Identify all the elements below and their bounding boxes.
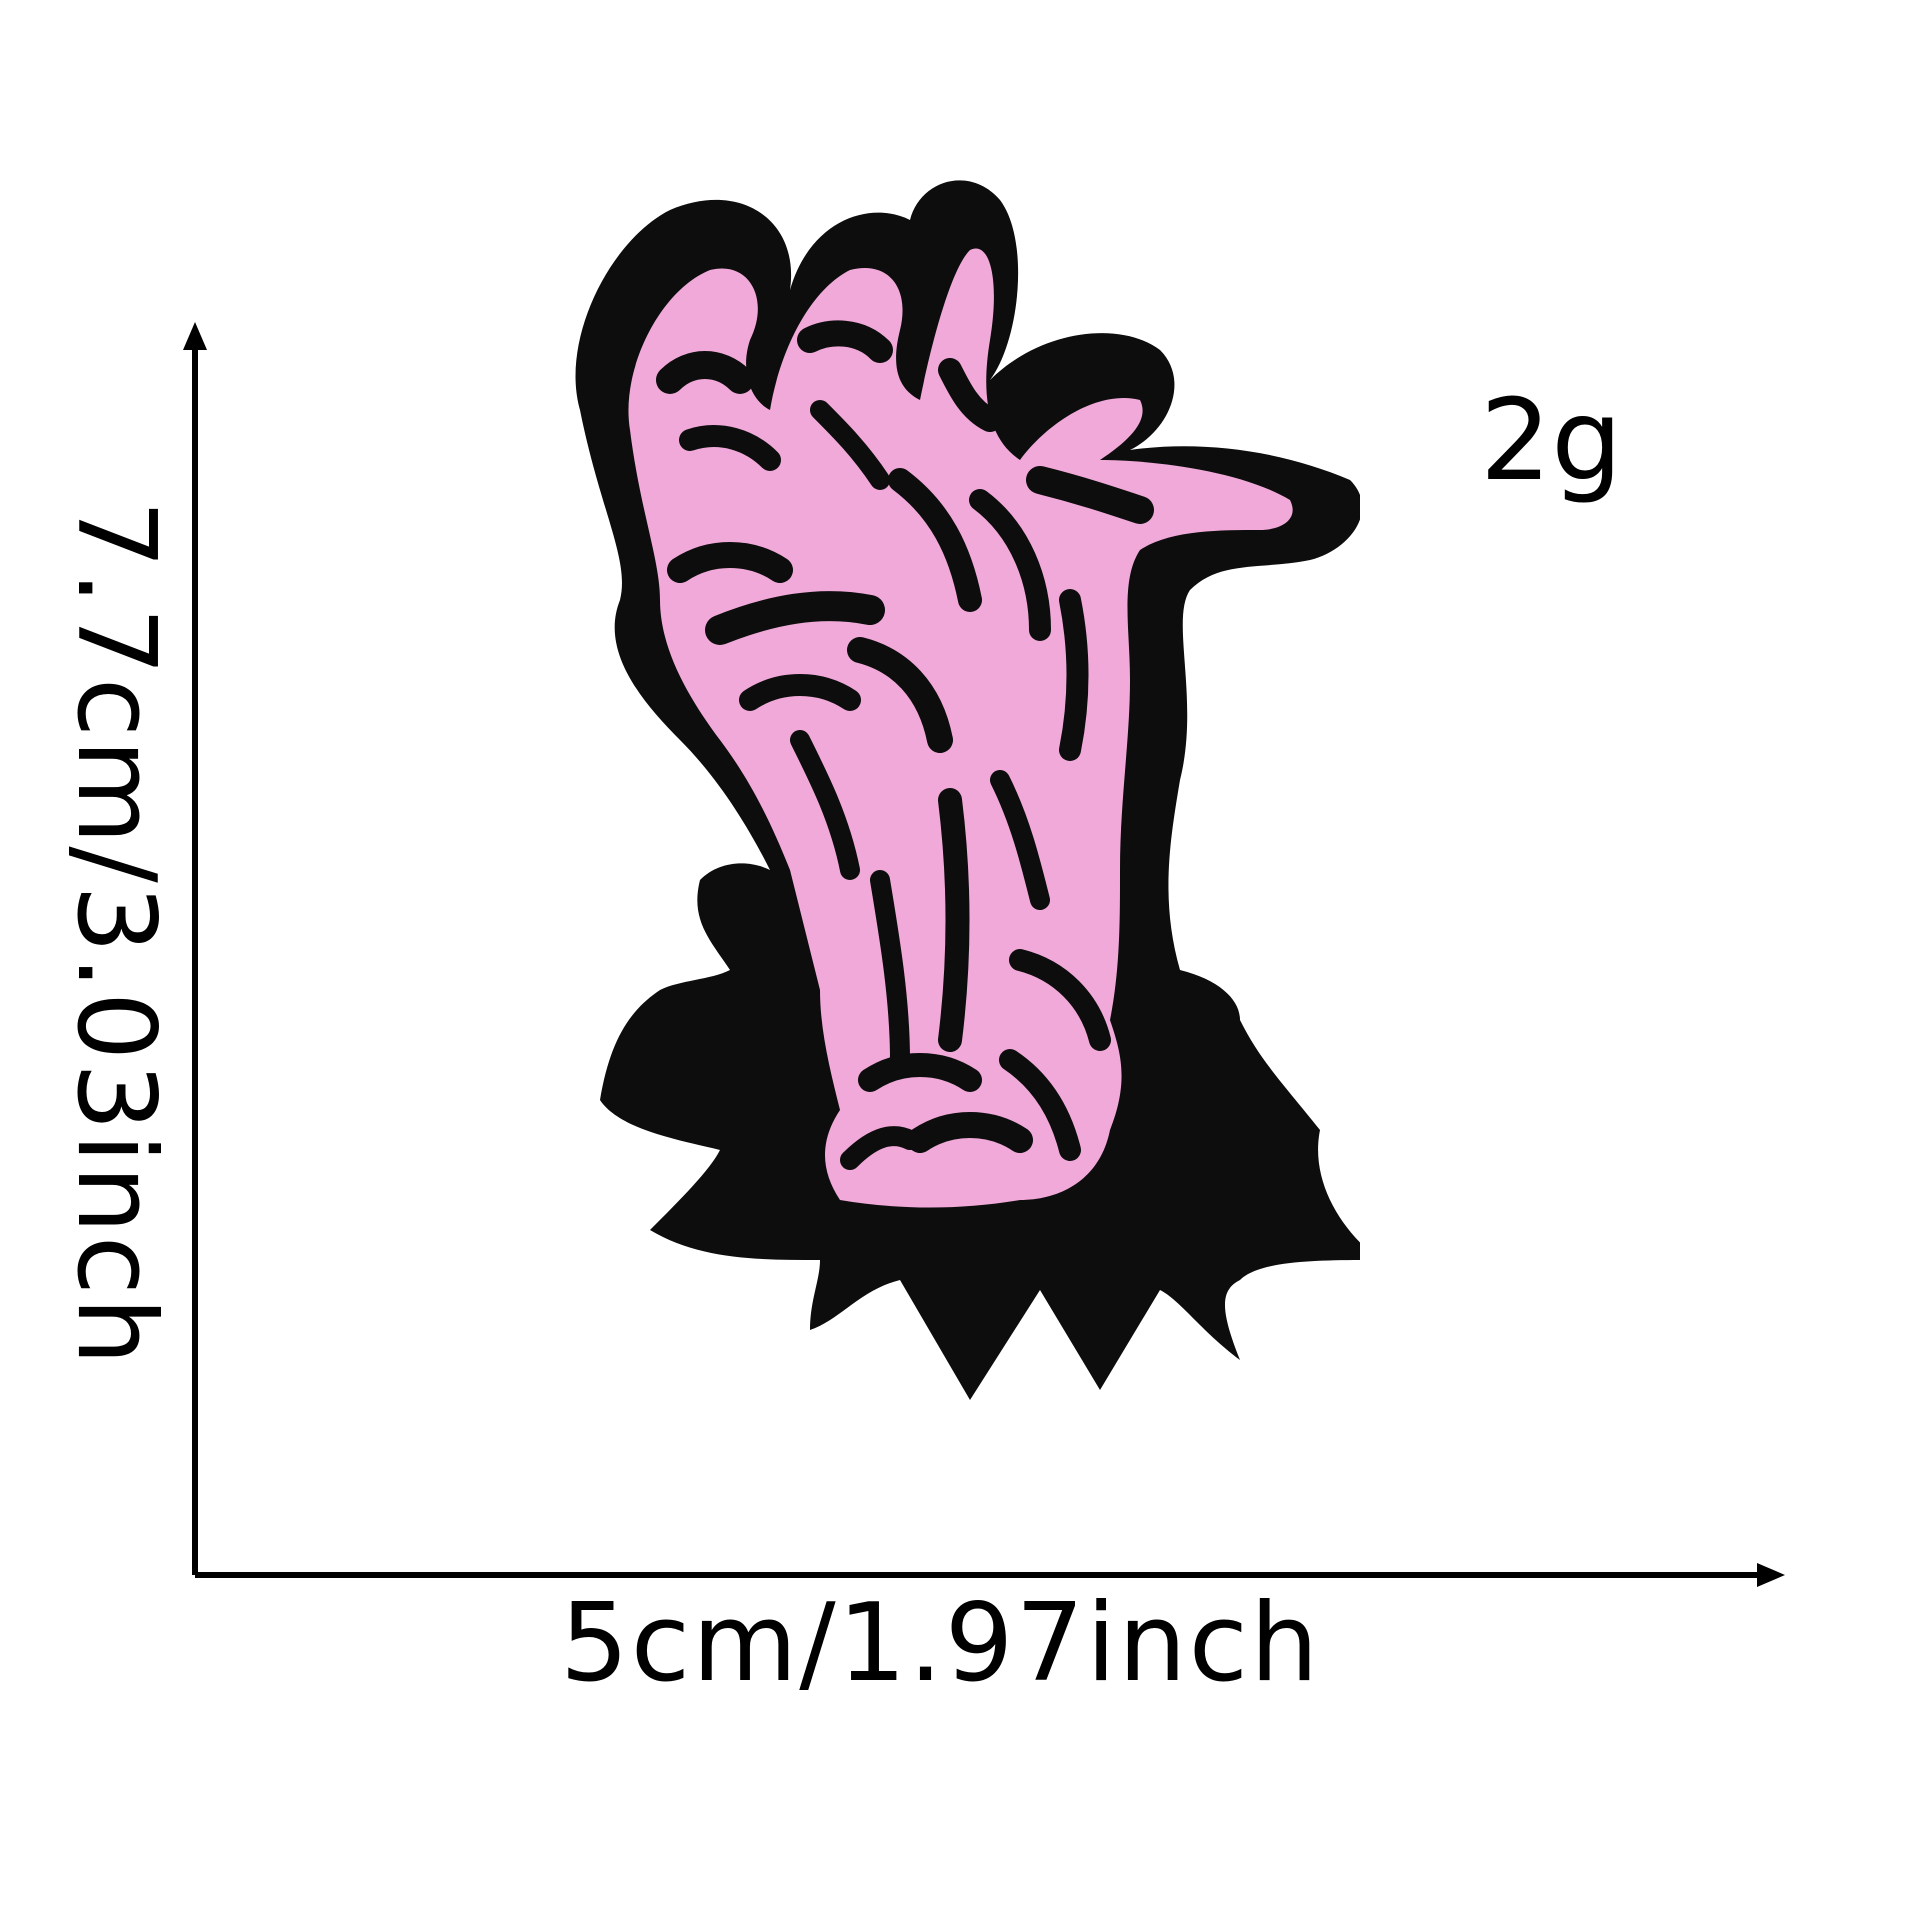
vertical-dimension-line bbox=[183, 322, 207, 1575]
zombie-hand-patch-icon bbox=[575, 180, 1360, 1400]
hand-shape bbox=[628, 248, 1293, 1208]
hand-shading bbox=[656, 320, 1154, 1170]
height-label: 7.7cm/3.03inch bbox=[53, 500, 178, 1368]
width-label: 5cm/1.97inch bbox=[560, 1581, 1321, 1706]
horizontal-dimension-line bbox=[195, 1563, 1785, 1587]
weight-label: 2g bbox=[1480, 376, 1623, 506]
height-label-container: 7.7cm/3.03inch bbox=[53, 500, 178, 1440]
